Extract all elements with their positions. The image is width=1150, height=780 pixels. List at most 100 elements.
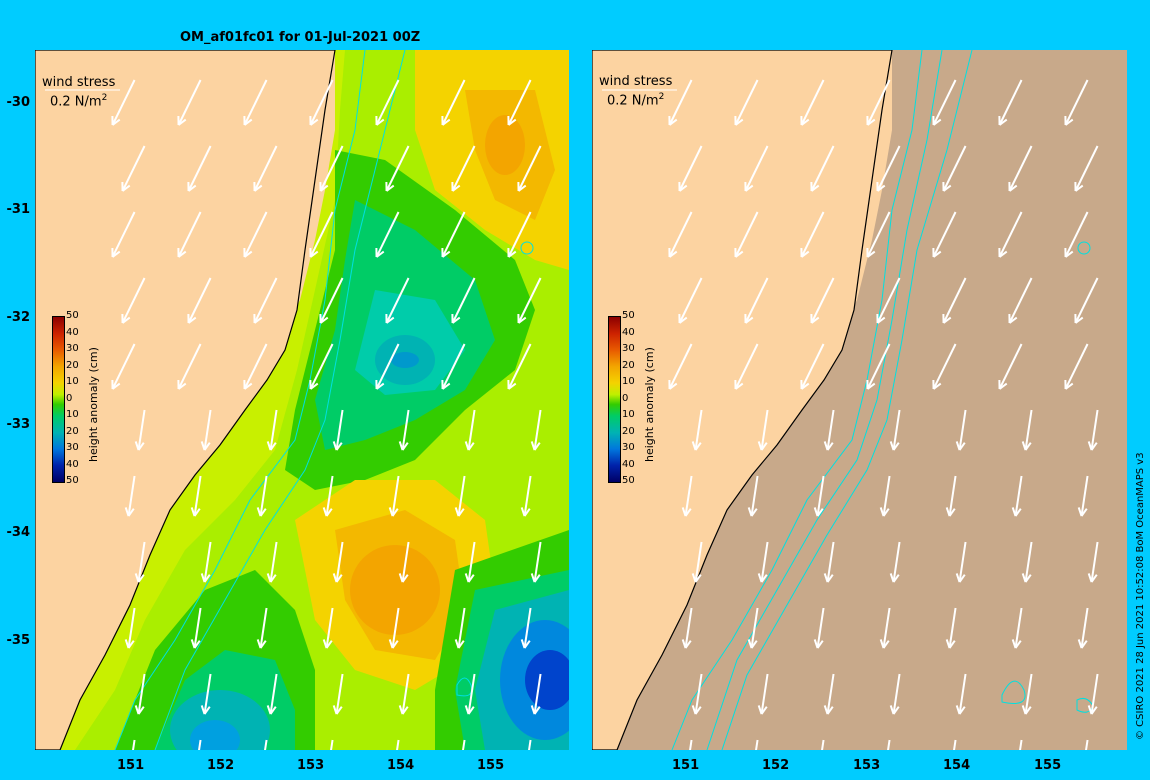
wind-arrow-head [1021, 573, 1032, 583]
wind-arrow-head [1064, 247, 1074, 258]
wind-arrow [391, 607, 400, 649]
colorbar-tick: 20 [622, 359, 635, 371]
wind-arrow-head [1087, 441, 1098, 451]
wind-arrow-head [256, 639, 267, 649]
wind-arrow-head [451, 313, 461, 324]
wind-arrow-head [253, 181, 263, 192]
wind-arrow-head [134, 705, 145, 715]
wind-arrow [760, 673, 769, 715]
x-tick: 152 [207, 758, 235, 773]
colorbar-tick: 30 [622, 442, 635, 453]
wind-arrow-head [678, 181, 688, 192]
x-tick: 151 [672, 758, 700, 773]
wind-arrow [800, 343, 825, 390]
wind-arrow-head [111, 379, 121, 390]
wind-arrow-head [879, 507, 890, 517]
wind-arrow-head [441, 379, 451, 390]
wind-arrow-head [111, 247, 121, 258]
wind-arrow-head [464, 705, 475, 715]
wind-arrow-head [530, 705, 541, 715]
wind-arrow [137, 673, 146, 715]
wind-arrow [401, 409, 410, 451]
wind-arrow [533, 541, 542, 583]
wind-arrow-head [681, 639, 692, 649]
wind-arrow [942, 277, 967, 324]
wind-arrow-head [932, 115, 942, 126]
wind-arrow-head [1074, 181, 1084, 192]
wind-arrow [678, 277, 703, 324]
wind-arrow-head [266, 573, 277, 583]
wind-arrow [684, 607, 693, 649]
wind-arrow [319, 145, 344, 192]
wind-arrow [253, 145, 278, 192]
wind-arrow [1085, 739, 1089, 750]
y-tick: -30 [6, 95, 31, 110]
wind-arrow-head [1011, 639, 1022, 649]
wind-arrow-head [507, 247, 517, 258]
wind-arrows [602, 79, 1099, 750]
wind-arrow-head [866, 379, 876, 390]
colorbar-tick: 10 [66, 409, 79, 420]
wind-arrow [335, 673, 344, 715]
wind-arrow [958, 409, 967, 451]
wind-arrow [385, 145, 410, 192]
wind-arrow-head [385, 181, 395, 192]
wind-arrow-head [332, 573, 343, 583]
wind-arrow-head [955, 441, 966, 451]
wind-arrow-head [889, 705, 900, 715]
x-tick: 155 [1034, 758, 1062, 773]
wind-arrow-head [823, 573, 834, 583]
wind-arrow-head [243, 115, 253, 126]
wind-arrow [259, 607, 268, 649]
wind-arrow-head [266, 441, 277, 451]
wind-arrow [375, 211, 400, 258]
colorbar-tick: 50 [66, 475, 79, 486]
wind-arrow [457, 475, 466, 517]
wind-arrow [734, 211, 759, 258]
wind-arrow [203, 673, 212, 715]
wind-arrow [187, 145, 212, 192]
y-tick: -31 [6, 202, 31, 217]
wind-arrow-head [200, 705, 211, 715]
wind-arrow [689, 739, 693, 750]
wind-arrow [1074, 277, 1099, 324]
colorbar-title: height anomaly (cm) [87, 347, 100, 462]
wind-arrow [810, 277, 835, 324]
colorbar-tick: 30 [66, 442, 79, 453]
wind-arrow [111, 211, 136, 258]
wind-arrow-head [691, 441, 702, 451]
wind-arrow-head [507, 379, 517, 390]
wind-arrow [744, 277, 769, 324]
colorbar [608, 316, 621, 483]
wind-arrow-head [691, 705, 702, 715]
wind-arrow [1090, 541, 1099, 583]
wind-stress-scale: 0.2 N/m2 [50, 93, 108, 110]
colorbar-tick: 40 [622, 458, 635, 470]
wind-arrow-head [747, 507, 758, 517]
wind-arrow [694, 673, 703, 715]
colorbar-tick: 30 [66, 343, 79, 354]
wind-arrow-head [520, 507, 531, 517]
wind-arrow-head [668, 247, 678, 258]
colorbar-tick: 40 [622, 326, 635, 338]
wind-arrow [243, 343, 268, 390]
credit-text: © CSIRO 2021 28 Jun 2021 10:52:08 BoM Oc… [1135, 452, 1146, 740]
colorbar-tick: 50 [622, 310, 635, 321]
wind-arrow-head [747, 639, 758, 649]
wind-arrow [269, 673, 278, 715]
x-tick: 153 [853, 758, 881, 773]
wind-arrow [457, 607, 466, 649]
wind-arrow-head [517, 313, 527, 324]
wind-arrow-head [121, 313, 131, 324]
wind-arrow [462, 739, 466, 750]
wind-arrow-head [124, 639, 135, 649]
wind-arrow-head [810, 313, 820, 324]
wind-arrow [882, 607, 891, 649]
wind-arrow [533, 409, 542, 451]
wind-arrow [892, 673, 901, 715]
wind-arrow-head [124, 507, 135, 517]
wind-arrow-head [800, 379, 810, 390]
wind-arrow-head [955, 705, 966, 715]
wind-arrow-head [998, 115, 1008, 126]
wind-arrow-head [998, 247, 1008, 258]
